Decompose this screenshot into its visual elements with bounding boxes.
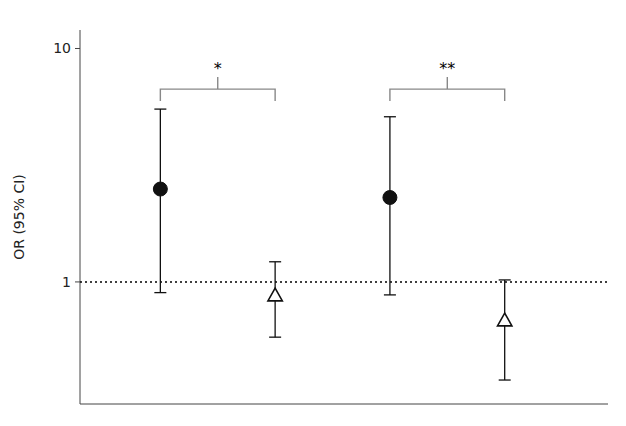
error-bar-cap — [269, 261, 281, 262]
annotation-label: * — [214, 59, 222, 78]
error-bar-cap — [384, 294, 396, 295]
point — [497, 313, 511, 326]
plot-area — [80, 109, 608, 380]
y-tick — [75, 48, 80, 49]
point — [153, 182, 167, 196]
error-bar-line — [389, 117, 390, 295]
y-axis — [80, 30, 81, 404]
reference-line — [80, 281, 608, 283]
brace — [160, 77, 275, 101]
x-axis — [80, 404, 608, 405]
error-bar-cap — [154, 108, 166, 109]
error-bar — [384, 117, 396, 295]
error-bar-cap — [499, 279, 511, 280]
error-bar-cap — [384, 116, 396, 117]
error-bar-cap — [499, 379, 511, 380]
error-bar — [154, 109, 166, 293]
error-bar-line — [504, 280, 505, 380]
chart: 110OR (95% CI)*** — [0, 0, 626, 426]
brace — [390, 77, 505, 101]
error-bar — [499, 280, 511, 380]
y-axis-label: OR (95% CI) — [11, 174, 27, 260]
y-tick — [75, 281, 80, 282]
y-tick-label: 10 — [53, 40, 71, 56]
point — [383, 190, 397, 204]
error-bar-line — [160, 109, 161, 293]
annotation-label: ** — [439, 59, 455, 78]
point — [268, 288, 282, 301]
error-bar-cap — [269, 337, 281, 338]
y-tick-label: 1 — [62, 274, 71, 290]
error-bar-cap — [154, 292, 166, 293]
